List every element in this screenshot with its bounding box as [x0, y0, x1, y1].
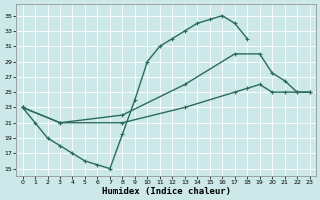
X-axis label: Humidex (Indice chaleur): Humidex (Indice chaleur) — [101, 187, 231, 196]
